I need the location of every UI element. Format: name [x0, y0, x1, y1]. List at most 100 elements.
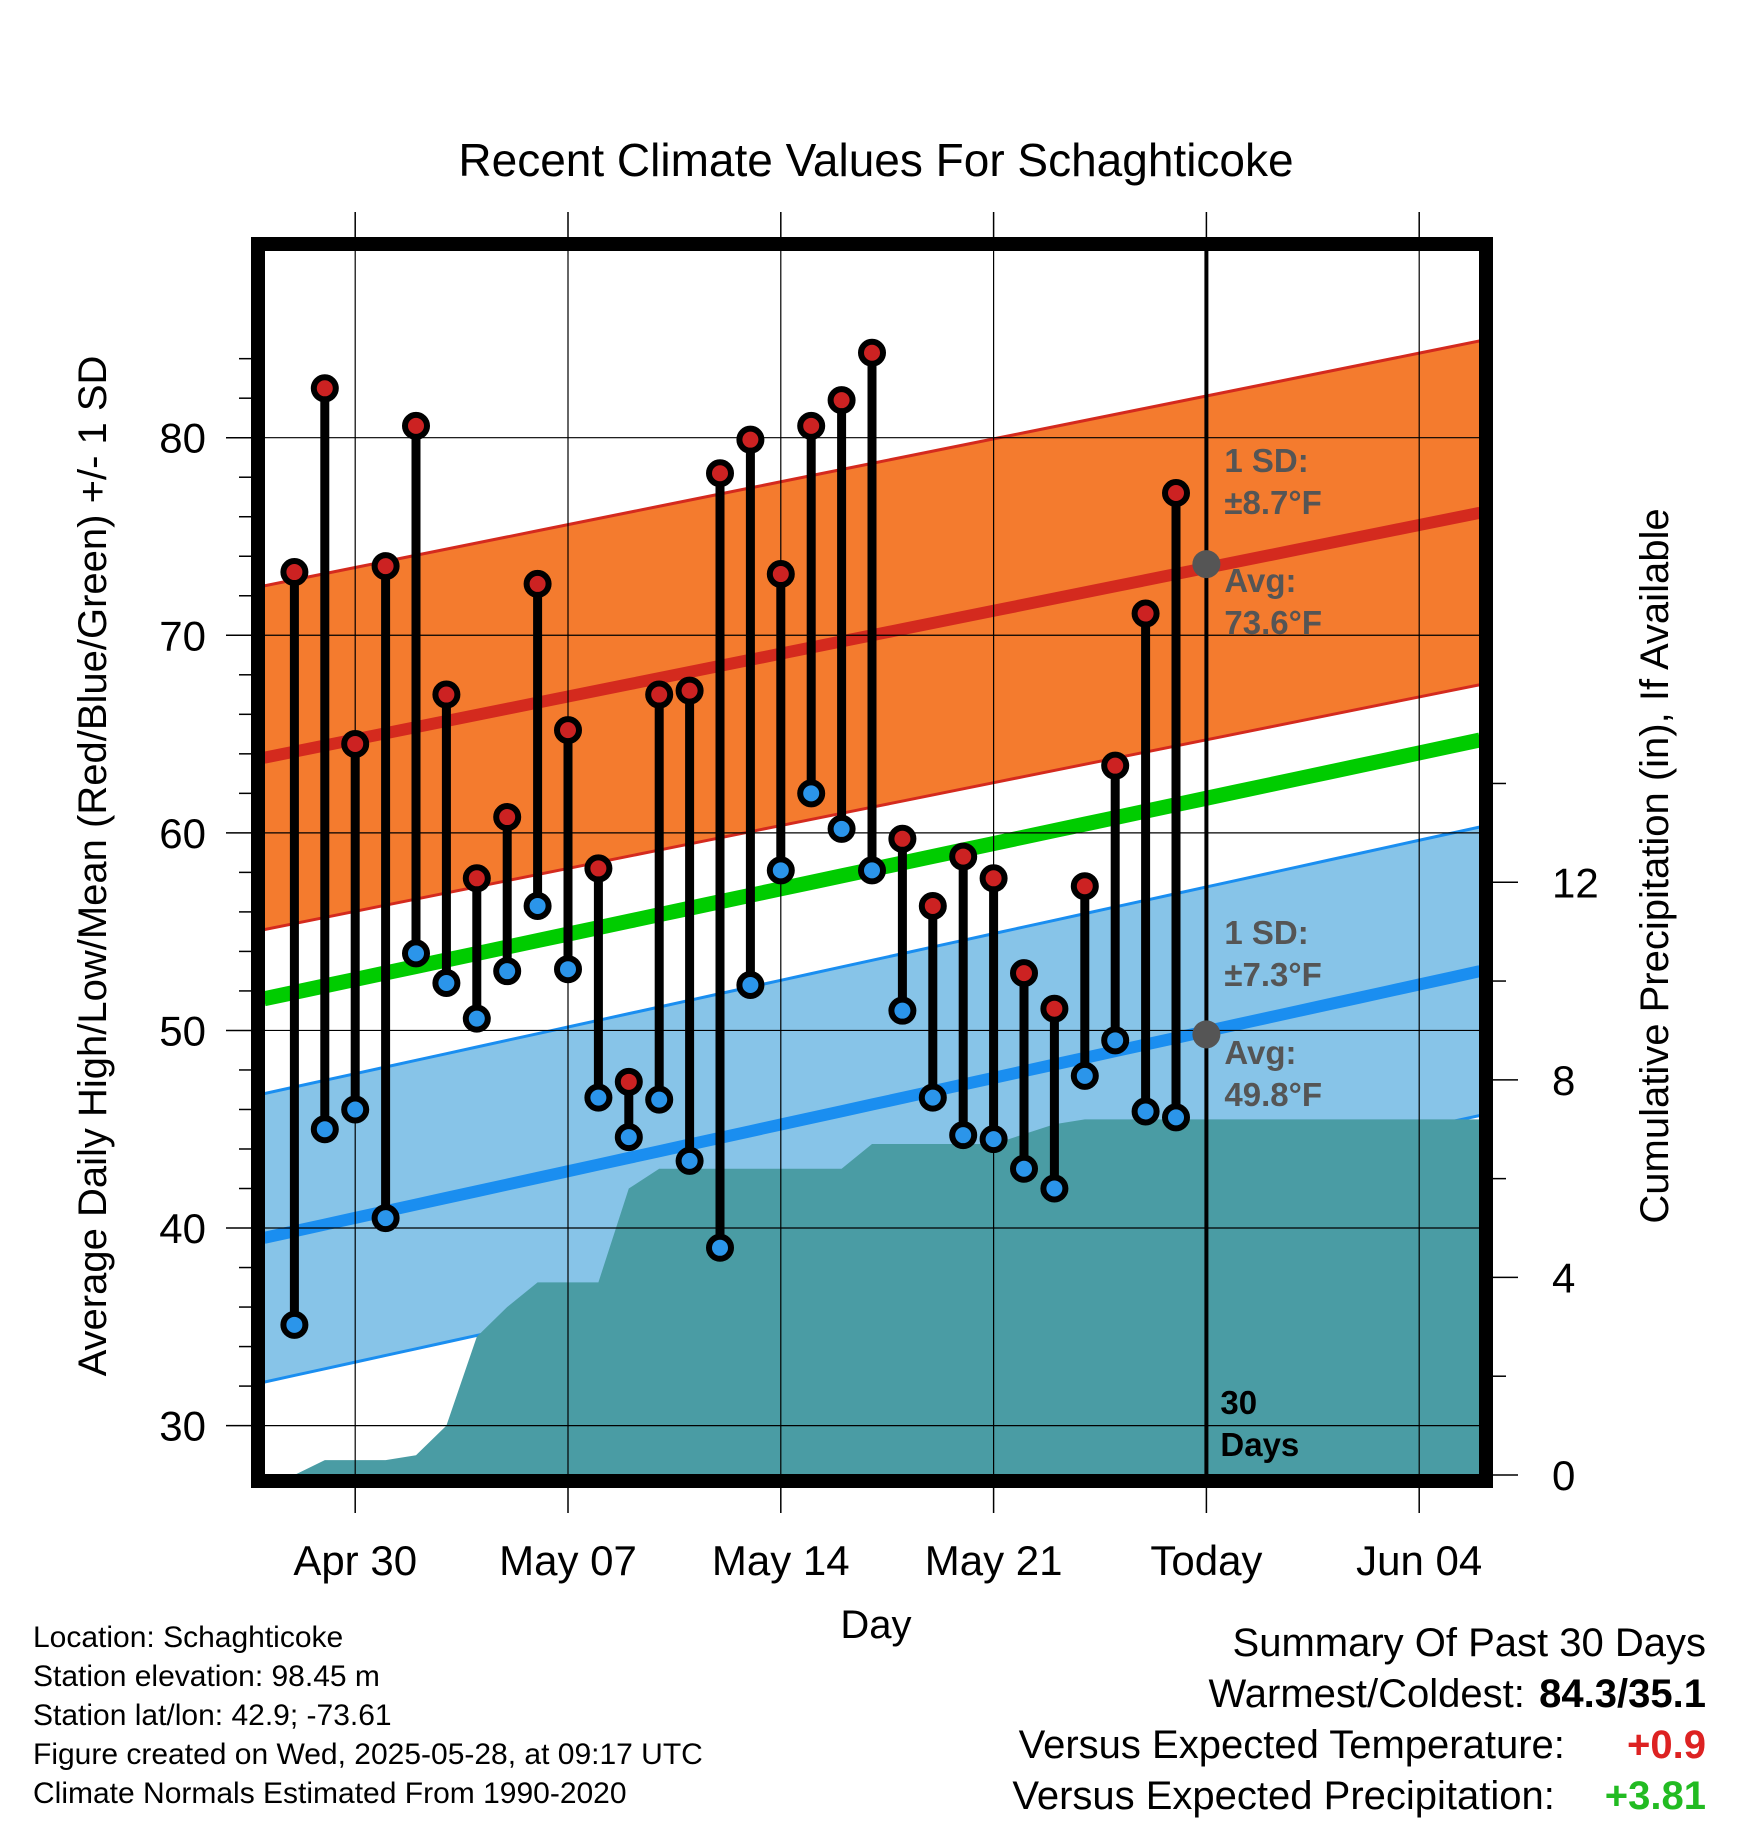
daily-high-point [1040, 994, 1069, 1023]
low-avg-value: 49.8°F [1224, 1076, 1322, 1113]
daily-high-point [341, 729, 370, 758]
daily-low-point [645, 1085, 674, 1114]
daily-high-point [614, 1067, 643, 1096]
summary-temp-value: +0.9 [1627, 1723, 1706, 1767]
low-normal-line [264, 965, 1480, 1244]
x-tick-label: May 21 [925, 1537, 1063, 1584]
daily-high-point [493, 803, 522, 832]
daily-low-point [675, 1146, 704, 1175]
daily-low-point [888, 996, 917, 1025]
x-tick-label: May 07 [499, 1537, 637, 1584]
low-band-upper-edge [264, 825, 1480, 1096]
x-tick-label: May 14 [712, 1537, 850, 1584]
daily-high-point [554, 716, 582, 745]
info-elevation: Station elevation: 98.45 m [33, 1660, 380, 1693]
daily-low-point [310, 1115, 339, 1144]
info-created: Figure created on Wed, 2025-05-28, at 09… [33, 1738, 703, 1771]
daily-low-point [1131, 1097, 1160, 1126]
daily-high-point [706, 459, 734, 488]
daily-low-point [523, 891, 552, 920]
daily-low-point [797, 779, 826, 808]
summary-temp-label: Versus Expected Temperature: [1018, 1723, 1565, 1767]
plot-frame [251, 237, 1493, 1488]
daily-high-point [766, 560, 795, 589]
summary-panel: Summary Of Past 30 Days Warmest/Coldest:… [1012, 1618, 1706, 1822]
daily-high-point [280, 558, 309, 587]
daily-low-point [766, 856, 795, 885]
high-avg-label: Avg: [1224, 562, 1296, 599]
daily-high-point [979, 864, 1008, 893]
y-tick-label-right: 12 [1552, 859, 1599, 906]
daily-high-point [949, 842, 978, 871]
daily-low-point [584, 1083, 613, 1112]
y-tick-label-right: 8 [1552, 1057, 1575, 1104]
y-tick-label-left: 30 [159, 1403, 206, 1450]
daily-high-point [1131, 599, 1160, 628]
daily-low-point [1162, 1103, 1190, 1132]
daily-high-point [432, 680, 461, 709]
daily-low-point [827, 814, 856, 843]
daily-low-point [554, 955, 582, 984]
daily-high-point [675, 676, 704, 705]
daily-high-point [918, 891, 947, 920]
daily-high-point [462, 864, 491, 893]
daily-low-point [1010, 1154, 1038, 1183]
summary-precip-value: +3.81 [1604, 1774, 1706, 1818]
daily-low-point [371, 1204, 400, 1233]
chart-axes: Apr 30 May 07 May 14 May 21 Today Jun 0430405… [159, 212, 1599, 1584]
high-avg-value: 73.6°F [1224, 604, 1322, 641]
daily-high-point [310, 374, 339, 403]
daily-low-point [736, 971, 765, 999]
daily-high-point [827, 386, 856, 415]
daily-low-point [949, 1121, 978, 1150]
station-info: Location: Schaghticoke Station elevation… [33, 1618, 703, 1813]
high-sd-label: 1 SD: [1224, 442, 1308, 479]
y-tick-label-left: 40 [159, 1205, 206, 1252]
window-label-30: 30 [1220, 1384, 1257, 1421]
window-label-days: Days [1220, 1426, 1299, 1463]
y-tick-label-right: 0 [1552, 1452, 1575, 1499]
x-axis-label: Day [840, 1603, 911, 1647]
summary-warmest-row: Warmest/Coldest: 84.3/35.1 [1012, 1669, 1707, 1720]
summary-temp-row: Versus Expected Temperature: +0.9 [1012, 1720, 1706, 1771]
daily-low-point [858, 856, 886, 885]
high-sd-value: ±8.7°F [1224, 484, 1321, 521]
daily-low-point [402, 939, 430, 968]
low-sd-label: 1 SD: [1224, 914, 1308, 951]
daily-high-point [371, 552, 400, 581]
summary-warmest-label: Warmest/Coldest: [1208, 1672, 1525, 1716]
x-tick-label: Today [1150, 1537, 1262, 1584]
summary-precip-row: Versus Expected Precipitation: +3.81 [1012, 1771, 1706, 1822]
daily-high-point [523, 569, 552, 598]
daily-high-point [1010, 959, 1038, 988]
daily-low-point [493, 957, 522, 986]
daily-low-point [341, 1095, 370, 1124]
y-tick-label-right: 4 [1552, 1254, 1575, 1301]
daily-high-point [645, 680, 674, 709]
y-tick-label-left: 80 [159, 415, 206, 462]
today-high-avg-marker [1192, 550, 1221, 579]
y-tick-label-left: 70 [159, 612, 206, 659]
daily-low-point [1101, 1026, 1130, 1055]
chart-marks: 1 SD: ±8.7°F Avg: 73.6°F 1 SD: ±7.3°F Avg: 49.8… [280, 338, 1322, 1463]
daily-low-point [1070, 1061, 1099, 1090]
daily-high-point [888, 824, 917, 853]
chart-title: Recent Climate Values For Schaghticoke [458, 134, 1293, 186]
daily-high-point [1070, 872, 1099, 901]
info-location: Location: Schaghticoke [33, 1621, 344, 1654]
summary-warmest-value: 84.3/35.1 [1539, 1672, 1706, 1716]
y-tick-label-left: 50 [159, 1007, 206, 1054]
info-normals: Climate Normals Estimated From 1990-2020 [33, 1777, 627, 1810]
daily-low-point [706, 1233, 734, 1262]
info-latlon: Station lat/lon: 42.9; -73.61 [33, 1699, 392, 1732]
daily-high-point [736, 425, 765, 454]
daily-low-point [918, 1083, 947, 1112]
daily-high-point [1101, 751, 1130, 780]
y-axis-left-label: Average Daily High/Low/Mean (Red/Blue/Gr… [71, 356, 115, 1377]
summary-heading: Summary Of Past 30 Days [1232, 1621, 1706, 1665]
daily-low-point [432, 969, 461, 998]
daily-low-point [979, 1125, 1008, 1154]
summary-precip-label: Versus Expected Precipitation: [1012, 1774, 1555, 1818]
y-tick-label-left: 60 [159, 810, 206, 857]
